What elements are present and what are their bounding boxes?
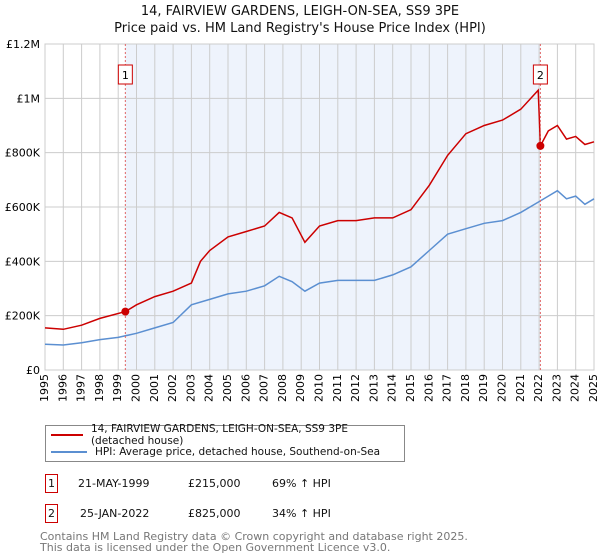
x-tick-label: 2004 xyxy=(203,374,216,402)
y-tick-label: £1.2M xyxy=(6,38,40,51)
transaction-row: 1 21-MAY-1999 £215,000 69% ↑ HPI xyxy=(45,474,331,493)
x-tick-label: 1999 xyxy=(111,374,124,402)
legend-property-label: 14, FAIRVIEW GARDENS, LEIGH-ON-SEA, SS9 … xyxy=(90,422,348,447)
x-tick-label: 2023 xyxy=(550,374,563,402)
transaction-date: 25-JAN-2022 xyxy=(80,507,150,520)
x-tick-label: 2011 xyxy=(331,374,344,402)
x-tick-label: 2020 xyxy=(496,374,509,402)
x-tick-label: 2007 xyxy=(258,374,271,402)
x-tick-label: 2018 xyxy=(459,374,472,402)
x-tick-label: 2006 xyxy=(239,374,252,402)
sale-point xyxy=(121,307,130,316)
legend: 14, FAIRVIEW GARDENS, LEIGH-ON-SEA, SS9 … xyxy=(45,422,405,462)
transaction-price: £215,000 xyxy=(188,477,241,490)
x-tick-label: 2013 xyxy=(367,374,380,402)
x-tick-label: 1997 xyxy=(75,374,88,402)
legend-property-line xyxy=(51,433,83,436)
x-tick-label: 2008 xyxy=(276,374,289,402)
y-tick-label: £1M xyxy=(17,92,41,105)
x-tick-label: 1996 xyxy=(56,374,69,402)
sale-point xyxy=(536,141,545,150)
sale-badge xyxy=(532,64,548,85)
x-tick-label: 2000 xyxy=(130,374,143,402)
y-tick-label: £0 xyxy=(26,364,40,377)
y-tick-label: £400K xyxy=(5,255,41,268)
x-tick-label: 2019 xyxy=(477,374,490,402)
transaction-hpi: 34% ↑ HPI xyxy=(272,507,331,520)
x-tick-label: 2003 xyxy=(184,374,197,402)
transaction-badge: 1 xyxy=(45,474,58,493)
sale-badge xyxy=(117,64,133,85)
series-line-hpi xyxy=(44,189,595,346)
x-tick-label: 2014 xyxy=(386,374,399,402)
x-tick-label: 2024 xyxy=(569,374,582,402)
x-tick-label: 2015 xyxy=(404,374,417,402)
x-tick-label: 2009 xyxy=(294,374,307,402)
y-tick-label: £600K xyxy=(5,201,41,214)
chart-title: 14, FAIRVIEW GARDENS, LEIGH-ON-SEA, SS9 … xyxy=(0,3,600,37)
x-tick-label: 1998 xyxy=(93,374,106,402)
x-tick-label: 2017 xyxy=(441,374,454,402)
sale-badge-label: 2 xyxy=(537,69,544,82)
x-tick-label: 2012 xyxy=(349,374,362,402)
y-tick-label: £800K xyxy=(5,147,41,160)
sale-badge-label: 1 xyxy=(122,69,129,82)
x-tick-label: 2001 xyxy=(148,374,161,402)
x-tick-label: 2010 xyxy=(313,374,326,402)
price-chart: 1995 1996 1997 1998 1999 2000 2001 2002 2003 2004… xyxy=(5,38,600,402)
x-tick-label: 2016 xyxy=(422,374,435,402)
transaction-date: 21-MAY-1999 xyxy=(78,477,150,490)
footer-line-1: Contains HM Land Registry data © Crown c… xyxy=(40,530,468,543)
transaction-row: 2 25-JAN-2022 £825,000 34% ↑ HPI xyxy=(45,504,331,523)
x-tick-label: 2005 xyxy=(221,374,234,402)
transaction-badge: 2 xyxy=(45,504,58,523)
x-tick-label: 1995 xyxy=(38,374,51,402)
legend-hpi-line xyxy=(51,450,87,453)
x-tick-label: 2021 xyxy=(514,374,527,402)
x-tick-label: 2002 xyxy=(166,374,179,402)
title-line-1: 14, FAIRVIEW GARDENS, LEIGH-ON-SEA, SS9 … xyxy=(140,4,460,19)
legend-hpi-label: HPI: Average price, detached house, Sout… xyxy=(95,445,381,458)
footer-line-2: This data is licensed under the Open Gov… xyxy=(40,541,391,554)
x-tick-label: 2022 xyxy=(532,374,545,402)
transaction-price: £825,000 xyxy=(188,507,241,520)
title-line-2: Price paid vs. HM Land Registry's House … xyxy=(114,21,486,36)
footer: Contains HM Land Registry data © Crown c… xyxy=(40,531,468,553)
transaction-hpi: 69% ↑ HPI xyxy=(272,477,331,490)
x-tick-label: 2025 xyxy=(587,374,600,402)
y-tick-label: £200K xyxy=(5,310,41,323)
